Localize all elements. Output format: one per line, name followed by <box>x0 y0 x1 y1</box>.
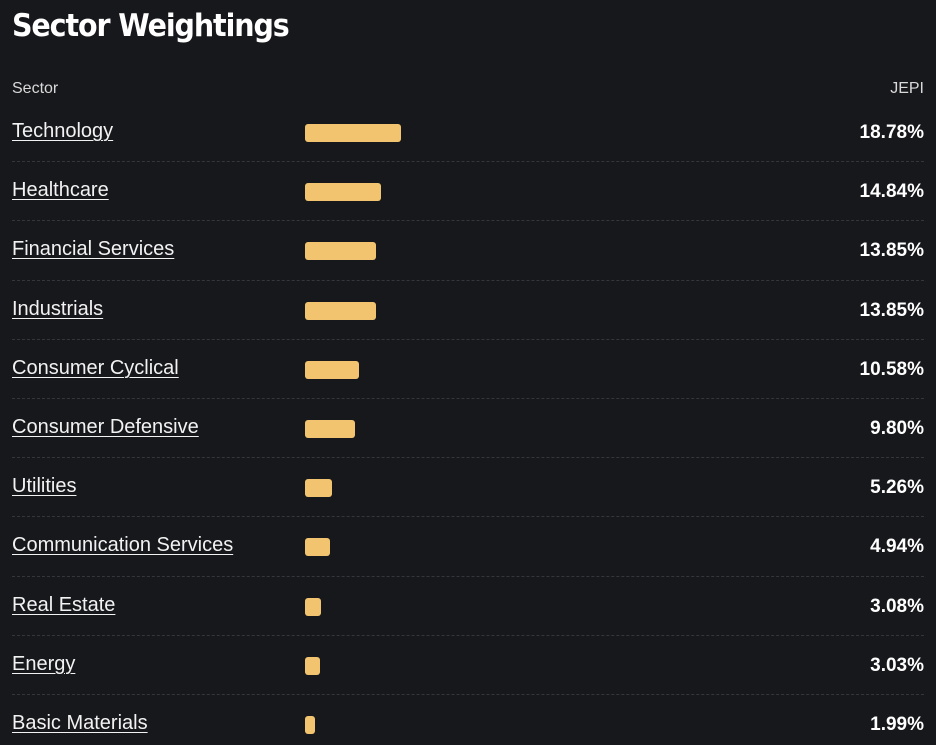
weight-bar <box>305 538 331 557</box>
weight-bar <box>305 419 355 438</box>
sector-link[interactable]: Utilities <box>12 475 77 498</box>
sector-link[interactable]: Healthcare <box>12 179 109 202</box>
weight-bar <box>305 597 321 616</box>
sector-row: Utilities 5.26% <box>12 458 924 518</box>
weight-bar <box>305 479 332 498</box>
weight-bar <box>305 656 321 675</box>
sector-link[interactable]: Basic Materials <box>12 711 148 734</box>
weight-value: 3.03% <box>870 654 924 676</box>
weight-bar <box>305 301 376 320</box>
weight-value: 18.78% <box>859 122 924 143</box>
sector-row: Consumer Cyclical 10.58% <box>12 340 924 399</box>
fund-column-header: JEPI <box>890 80 924 97</box>
weight-value: 14.84% <box>859 181 924 203</box>
weight-value: 4.94% <box>870 536 924 558</box>
sector-row: Energy 3.03% <box>12 636 924 695</box>
weight-value: 13.85% <box>859 240 924 262</box>
weight-value: 9.80% <box>870 417 924 439</box>
sector-row: Industrials 13.85% <box>12 281 924 340</box>
sector-link[interactable]: Consumer Defensive <box>12 415 199 438</box>
sector-link[interactable]: Energy <box>12 652 76 675</box>
weight-bar <box>305 715 316 734</box>
sector-row: Technology 18.78% <box>12 103 924 163</box>
sector-link[interactable]: Financial Services <box>12 238 175 261</box>
weight-bar <box>305 242 376 261</box>
weight-value: 5.26% <box>870 477 924 499</box>
sector-row: Consumer Defensive 9.80% <box>12 399 924 459</box>
sector-row: Communication Services 4.94% <box>12 517 924 577</box>
sector-row: Financial Services 13.85% <box>12 221 924 281</box>
weight-value: 13.85% <box>859 299 924 321</box>
weight-bar <box>305 124 401 142</box>
sector-row: Basic Materials 1.99% <box>12 695 924 745</box>
sector-link[interactable]: Industrials <box>12 297 104 320</box>
sector-row: Real Estate 3.08% <box>12 577 924 636</box>
sector-link[interactable]: Consumer Cyclical <box>12 356 179 379</box>
sector-list: Technology 18.78% Healthcare 14.84% Financia… <box>12 103 924 745</box>
weight-value: 1.99% <box>870 713 924 735</box>
weight-value: 10.58% <box>859 358 924 380</box>
table-header: Sector JEPI <box>12 78 924 100</box>
sector-link[interactable]: Technology <box>12 120 114 142</box>
weight-bar <box>305 183 381 202</box>
sector-link[interactable]: Communication Services <box>12 534 234 557</box>
weight-bar <box>305 360 359 379</box>
sector-row: Healthcare 14.84% <box>12 162 924 222</box>
sector-link[interactable]: Real Estate <box>12 593 116 616</box>
page-title: Sector Weightings <box>12 8 290 44</box>
weight-value: 3.08% <box>870 595 924 617</box>
sector-column-header: Sector <box>12 80 59 97</box>
